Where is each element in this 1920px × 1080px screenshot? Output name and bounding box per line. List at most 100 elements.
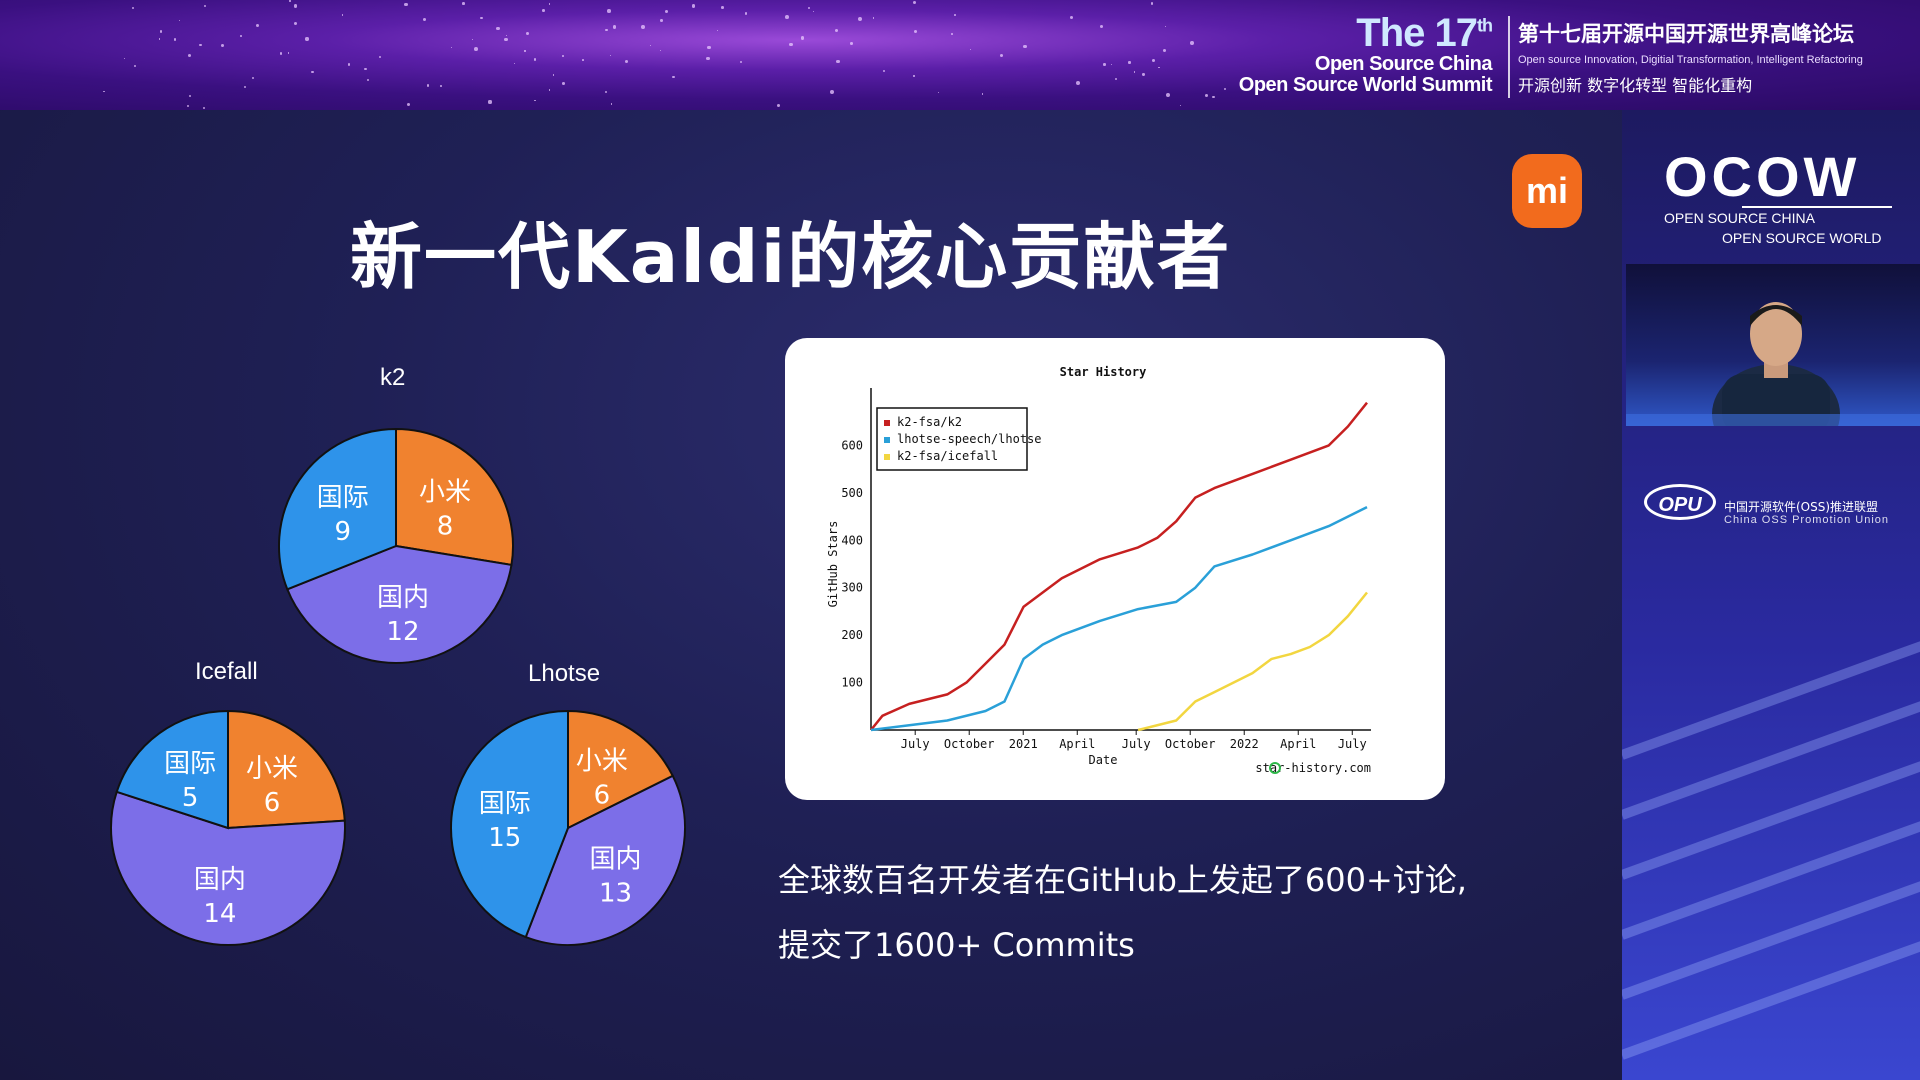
x-tick-label: July: [1338, 737, 1367, 751]
x-tick-label: 2021: [1009, 737, 1038, 751]
banner-sparkle: [347, 63, 351, 67]
banner-sparkle: [707, 45, 712, 50]
forum-tagline-cn: 开源创新 数字化转型 智能化重构: [1518, 76, 1753, 95]
banner-sparkle: [872, 17, 875, 19]
banner-sparkle: [133, 64, 136, 67]
banner-sparkle: [533, 58, 537, 61]
star-history-chart: Star History 100 200 300 400 500 600 July Octobe…: [826, 365, 1371, 775]
x-tick-label: April: [1059, 737, 1095, 751]
event-sidebar: OCOW OPEN SOURCE CHINA OPEN SOURCE WORLD…: [1622, 110, 1920, 1080]
legend-swatch: [884, 420, 890, 426]
pie-slice-xiaomi: [567, 709, 675, 830]
banner-sparkle: [496, 26, 500, 31]
x-tick-label: April: [1280, 737, 1316, 751]
banner-sparkle: [913, 75, 915, 77]
event-line-2: Open Source World Summit: [1238, 74, 1493, 96]
banner-sparkle: [624, 59, 628, 63]
banner-sparkle: [604, 90, 608, 94]
banner-divider: [1508, 16, 1510, 98]
banner-sparkle: [981, 92, 984, 95]
banner-sparkle: [1151, 58, 1156, 63]
banner-sparkle: [159, 30, 163, 33]
summit-name: The 17th Open Source China Open Source W…: [1238, 11, 1493, 96]
banner-sparkle: [605, 28, 608, 31]
banner-sparkle: [422, 18, 426, 22]
forum-title-cn: 第十七届开源中国开源世界高峰论坛: [1518, 22, 1854, 46]
banner-sparkle: [293, 21, 297, 25]
banner-sparkle: [883, 69, 886, 73]
xiaomi-logo: mi: [1512, 154, 1582, 228]
banner-sparkle: [462, 2, 465, 5]
pie-slice-international: [278, 427, 397, 591]
pie-title-k2: k2: [380, 364, 406, 391]
banner-sparkle: [293, 4, 298, 8]
banner-sparkle: [158, 37, 161, 40]
banner-sparkle: [609, 54, 612, 57]
banner-sparkle: [1128, 61, 1131, 64]
banner-sparkle: [199, 43, 203, 47]
series-line-1: [870, 401, 1368, 731]
pie-slice-value: 9: [334, 517, 351, 547]
banner-sparkle: [404, 2, 408, 7]
banner-sparkle: [721, 5, 725, 9]
legend-label: k2-fsa/k2: [897, 415, 962, 429]
pie-slice-label: 国内: [590, 844, 642, 874]
y-tick-label: 500: [841, 486, 863, 500]
banner-sparkle: [1223, 87, 1227, 90]
banner-sparkle: [937, 91, 940, 94]
chart-title: Star History: [1060, 365, 1147, 379]
pie-slice-value: 6: [594, 780, 611, 810]
star-history-card: Star History 100 200 300 400 500 600 July Octobe…: [785, 338, 1445, 800]
banner-sparkle: [541, 9, 545, 13]
y-tick-label: 300: [841, 581, 863, 595]
banner-sparkle: [999, 54, 1004, 58]
pie-slice-label: 小米: [576, 746, 628, 776]
banner-sparkle: [1165, 92, 1170, 97]
banner-sparkle: [776, 104, 780, 108]
pie-slice-xiaomi: [395, 427, 514, 567]
banner-sparkle: [582, 59, 584, 61]
pie-slice-value: 14: [203, 899, 236, 929]
banner-sparkle: [1110, 63, 1112, 65]
banner-sparkle: [548, 3, 551, 6]
banner-sparkle: [1103, 63, 1106, 66]
pie-slice-label: 国内: [377, 583, 429, 613]
banner-sparkle: [717, 30, 719, 32]
ocow-line-2: OPEN SOURCE WORLD: [1722, 230, 1882, 246]
banner-sparkle: [379, 56, 382, 59]
pie-slice-value: 12: [386, 617, 419, 647]
banner-sparkle: [954, 14, 957, 16]
banner-sparkle: [1204, 94, 1208, 98]
banner-sparkle: [744, 12, 748, 15]
y-tick-label: 600: [841, 438, 863, 452]
pie-chart-lhotse: 小米 6 国内 13 国际 15: [450, 709, 686, 946]
pie-slice-label: 国际: [317, 483, 369, 513]
banner-sparkle: [1150, 2, 1154, 5]
banner-sparkle: [1179, 104, 1182, 106]
caption-line-1: 全球数百名开发者在GitHub上发起了600+讨论,: [778, 861, 1467, 899]
banner-sparkle: [1163, 48, 1167, 52]
y-axis-label: GitHub Stars: [826, 521, 840, 608]
banner-sparkle: [243, 85, 247, 89]
opu-name-cn: 中国开源软件(OSS)推进联盟: [1724, 500, 1879, 514]
banner-sparkle: [1212, 95, 1215, 99]
decorative-stripe: [1622, 606, 1920, 760]
pie-slice-value: 13: [599, 878, 632, 908]
pie-slice-label: 小米: [246, 754, 298, 784]
banner-sparkle: [789, 42, 793, 47]
pie-title-icefall: Icefall: [195, 658, 258, 685]
banner-sparkle: [526, 32, 530, 36]
banner-sparkle: [364, 67, 367, 71]
banner-sparkle: [660, 19, 664, 22]
banner-sparkle: [913, 29, 918, 34]
banner-sparkle: [800, 36, 805, 40]
banner-sparkle: [505, 34, 508, 37]
banner-sparkle: [451, 46, 453, 48]
y-tick-label: 200: [841, 628, 863, 642]
x-tick-label: July: [1122, 737, 1151, 751]
banner-sparkle: [739, 61, 742, 64]
banner-sparkle: [427, 84, 430, 87]
banner-sparkle: [240, 35, 243, 37]
legend-label: lhotse-speech/lhotse: [897, 432, 1042, 446]
edition-number: The 17th: [1356, 11, 1493, 55]
